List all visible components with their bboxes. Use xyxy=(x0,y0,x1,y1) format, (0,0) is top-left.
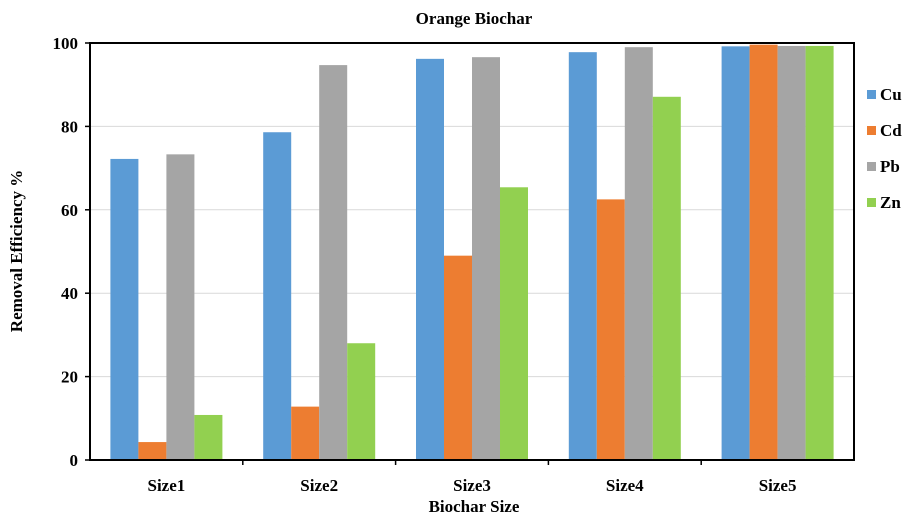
bar-cu-size3 xyxy=(416,58,444,460)
legend-label-cd: Cd xyxy=(880,121,902,140)
bar-cd-size3 xyxy=(444,255,472,460)
bar-cu-size5 xyxy=(721,46,750,460)
bar-cd-size5 xyxy=(749,44,778,460)
bar-cu-size1 xyxy=(110,158,139,460)
bar-pb-size1 xyxy=(166,154,195,461)
x-tick-label: Size1 xyxy=(148,476,186,495)
x-tick-label: Size4 xyxy=(606,476,644,495)
bar-pb-size4 xyxy=(624,47,653,461)
plot-area-frame xyxy=(89,42,855,461)
legend-label-pb: Pb xyxy=(880,157,900,176)
bar-zn-size3 xyxy=(500,187,528,461)
bar-cu-size4 xyxy=(568,52,597,460)
x-tick-label: Size2 xyxy=(300,476,338,495)
x-axis-label: Biochar Size xyxy=(429,497,520,516)
bar-zn-size4 xyxy=(652,96,681,460)
bar-cu-size2 xyxy=(263,132,292,460)
legend-swatch-cd xyxy=(867,126,876,135)
bar-pb-size5 xyxy=(777,45,806,460)
bar-pb-size2 xyxy=(319,65,348,460)
legend-swatch-zn xyxy=(867,198,876,207)
bar-zn-size2 xyxy=(347,343,376,460)
legend-swatch-cu xyxy=(867,90,876,99)
y-tick-label: 100 xyxy=(53,34,79,53)
x-tick-label: Size3 xyxy=(453,476,491,495)
bar-cd-size2 xyxy=(291,406,320,460)
y-tick-label: 20 xyxy=(61,368,78,387)
legend-label-zn: Zn xyxy=(880,193,901,212)
bar-zn-size1 xyxy=(194,414,223,460)
legend-label-cu: Cu xyxy=(880,85,902,104)
x-tick-label: Size5 xyxy=(759,476,797,495)
y-tick-label: 80 xyxy=(61,117,78,136)
bars xyxy=(110,44,834,461)
bar-cd-size4 xyxy=(596,199,625,460)
bar-pb-size3 xyxy=(472,57,500,460)
y-tick-label: 60 xyxy=(61,201,78,220)
bar-zn-size5 xyxy=(805,45,834,460)
legend-swatch-pb xyxy=(867,162,876,171)
y-axis-ticks: 0 20 40 60 80 100 xyxy=(53,34,90,470)
y-axis-label: Removal Efficiency % xyxy=(7,170,26,332)
legend: Cu Cd Pb Zn xyxy=(867,85,902,212)
bar-cd-size1 xyxy=(138,442,167,460)
y-tick-label: 40 xyxy=(61,284,78,303)
chart-title: Orange Biochar xyxy=(416,9,533,28)
y-tick-label: 0 xyxy=(70,451,79,470)
x-axis-ticks: Size1 Size2 Size3 Size4 Size5 xyxy=(148,460,797,495)
